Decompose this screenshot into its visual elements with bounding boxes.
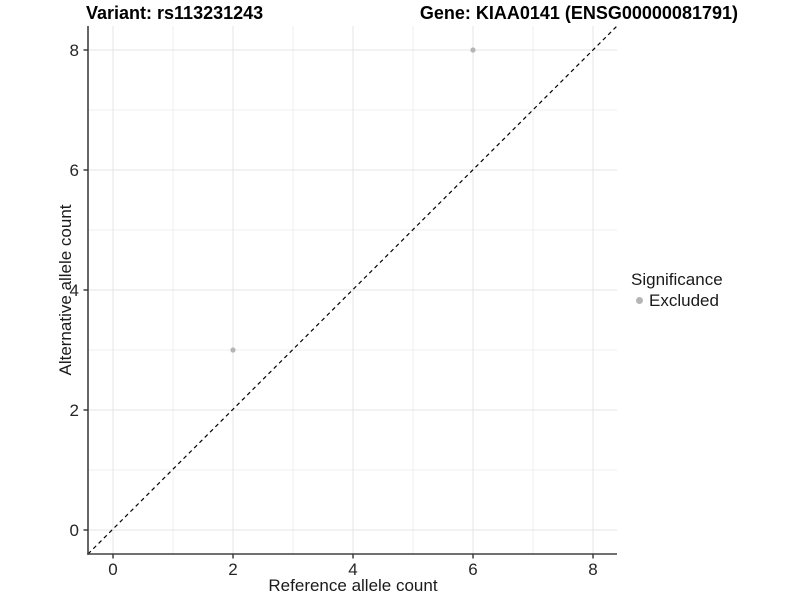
y-tick-label: 8 bbox=[70, 41, 79, 60]
x-axis-title: Reference allele count bbox=[268, 576, 438, 595]
identity-dashed-line bbox=[87, 25, 618, 555]
y-tick-label: 2 bbox=[70, 401, 79, 420]
legend-item-label: Excluded bbox=[649, 290, 719, 310]
legend-item-excluded: Excluded bbox=[631, 290, 723, 311]
x-tick-label: 0 bbox=[108, 560, 117, 579]
y-tick-label: 6 bbox=[70, 161, 79, 180]
x-tick-label: 4 bbox=[348, 560, 357, 579]
x-tick-label: 2 bbox=[228, 560, 237, 579]
x-tick-label: 8 bbox=[588, 560, 597, 579]
x-tick-label: 6 bbox=[468, 560, 477, 579]
data-point bbox=[230, 347, 236, 353]
legend: Significance Excluded bbox=[631, 269, 723, 311]
variant-title: Variant: rs113231243 bbox=[86, 3, 264, 23]
data-point bbox=[470, 47, 476, 53]
gene-title: Gene: KIAA0141 (ENSG00000081791) bbox=[419, 3, 738, 23]
y-axis-title: Alternative allele count bbox=[56, 204, 75, 376]
legend-title: Significance bbox=[631, 270, 723, 289]
excluded-point-icon bbox=[636, 297, 643, 304]
y-tick-label: 0 bbox=[70, 521, 79, 540]
y-tick-label: 4 bbox=[70, 281, 79, 300]
